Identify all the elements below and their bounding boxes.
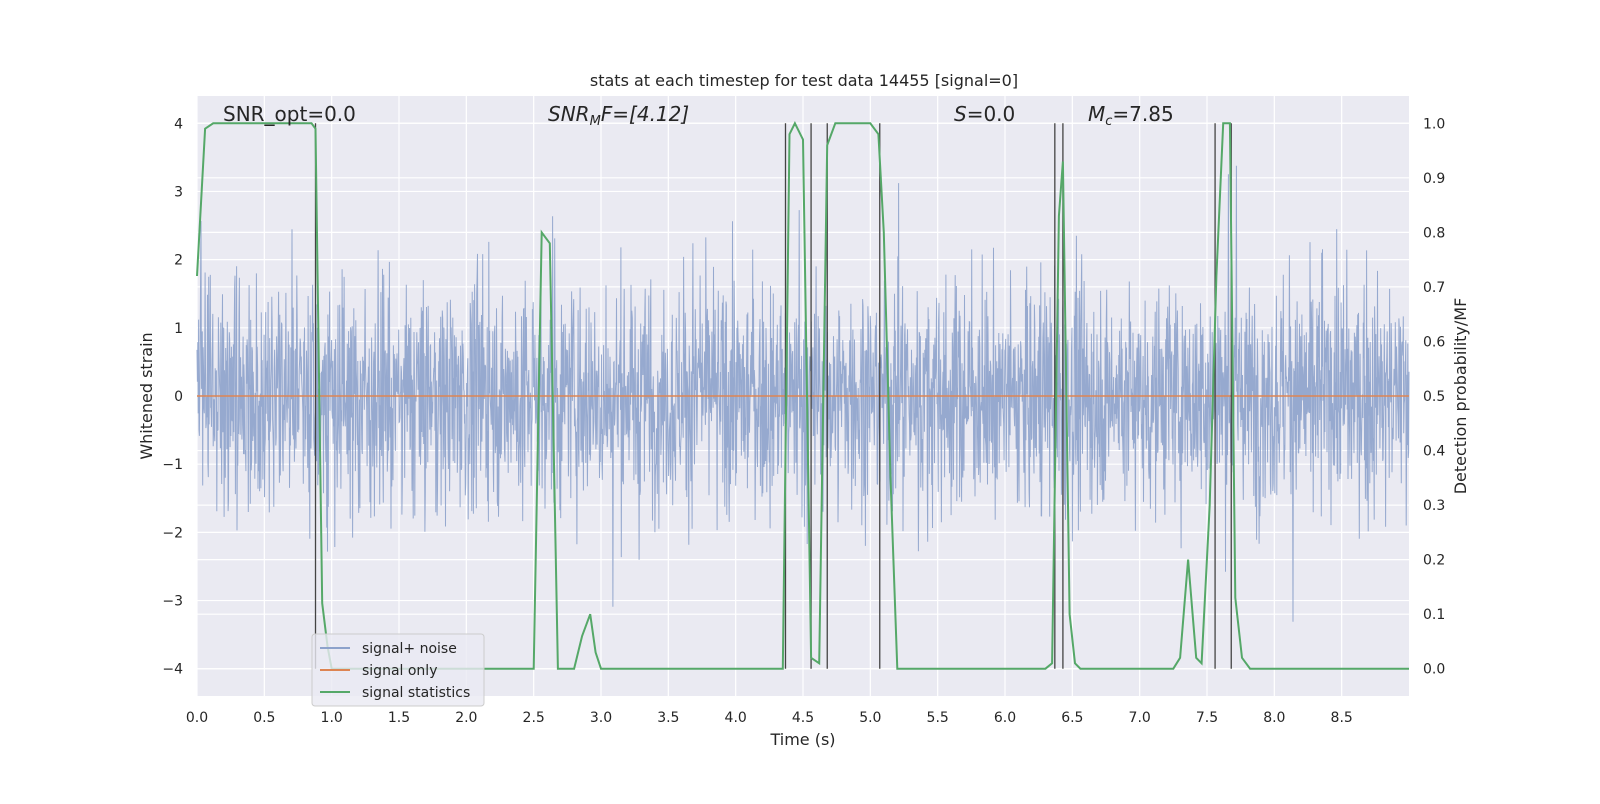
annotation-s-rest: =0.0	[967, 102, 1016, 126]
x-tick-label: 6.5	[1061, 710, 1083, 726]
y-tick-label-right: 0.0	[1423, 662, 1445, 678]
x-ticks: 0.0 0.5 1.0 1.5 2.0 2.5 3.0 3.5 4.0 4.5 5.0 5.5 6.0 6…	[186, 710, 1353, 726]
x-axis-label: Time (s)	[769, 730, 835, 749]
y-tick-label-right: 0.3	[1423, 498, 1445, 514]
y-tick-label: 0	[174, 389, 183, 405]
x-tick-label: 5.5	[927, 710, 949, 726]
x-tick-label: 7.5	[1196, 710, 1218, 726]
y-tick-label: −4	[162, 662, 183, 678]
annotation-snr-mf-rest-f: F=[4.12]	[601, 102, 689, 126]
y-tick-label: −2	[162, 525, 183, 541]
x-tick-label: 8.0	[1263, 710, 1285, 726]
legend-label-stats: signal statistics	[362, 685, 470, 701]
x-tick-label: 1.5	[388, 710, 410, 726]
signal-statistics-line	[196, 121, 1409, 670]
x-tick-label: 3.5	[657, 710, 679, 726]
x-tick-label: 4.0	[725, 710, 747, 726]
annotation-s-base: S	[954, 102, 967, 126]
x-tick-label: 4.5	[792, 710, 814, 726]
noise-trace	[196, 165, 1410, 622]
y-tick-label: 1	[174, 321, 183, 337]
x-tick-label: 0.5	[253, 710, 275, 726]
y-tick-label-right: 0.7	[1423, 280, 1445, 296]
y-tick-label-right: 0.9	[1423, 171, 1445, 187]
x-tick-label: 7.0	[1129, 710, 1151, 726]
x-tick-label: 3.0	[590, 710, 612, 726]
x-tick-label: 0.0	[186, 710, 208, 726]
y-tick-label-right: 0.4	[1423, 444, 1445, 460]
annotation-snr-mf: SNRMF=[4.12]	[548, 102, 689, 129]
y-tick-label-right: 0.2	[1423, 553, 1445, 569]
x-tick-label: 5.0	[859, 710, 881, 726]
y-tick-label: −3	[162, 594, 183, 610]
y-axis-label-left: Whitened strain	[137, 332, 156, 459]
x-tick-label: 2.0	[455, 710, 477, 726]
y-ticks-left: 4 3 2 1 0 −1 −2 −3 −4	[162, 116, 183, 677]
y-tick-label-right: 0.6	[1423, 334, 1445, 350]
y-tick-label-right: 0.1	[1423, 607, 1445, 623]
y-tick-label-right: 1.0	[1423, 116, 1445, 132]
y-tick-label: 2	[174, 253, 183, 269]
legend: signal+ noise signal only signal statist…	[311, 633, 485, 707]
annotation-mc-rest: =7.85	[1112, 102, 1173, 126]
y-tick-label: −1	[162, 457, 183, 473]
chart-title: stats at each timestep for test data 144…	[590, 71, 1018, 90]
x-tick-label: 6.0	[994, 710, 1016, 726]
legend-label-signal: signal only	[362, 663, 437, 679]
annotation-mc-base: M	[1088, 102, 1105, 126]
annotation-snr-opt: SNR_opt=0.0	[223, 102, 356, 126]
noise-series	[196, 165, 1410, 622]
annotation-snr-mf-sub: M	[590, 114, 601, 129]
y-axis-label-right: Detection probability/MF	[1451, 298, 1470, 495]
annotation-snr-mf-base: SNR	[548, 102, 590, 126]
x-tick-label: 2.5	[523, 710, 545, 726]
x-tick-label: 8.5	[1331, 710, 1353, 726]
annotation-s: S=0.0	[954, 102, 1015, 126]
y-tick-label: 4	[174, 116, 183, 132]
y-tick-label-right: 0.8	[1423, 225, 1445, 241]
y-tick-label-right: 0.5	[1423, 389, 1445, 405]
y-ticks-right: 1.0 0.9 0.8 0.7 0.6 0.5 0.4 0.3 0.2 0.1 0.0	[1423, 116, 1445, 677]
annotation-mc: Mc=7.85	[1088, 102, 1174, 129]
legend-box	[311, 633, 485, 707]
x-tick-label: 1.0	[321, 710, 343, 726]
annotation-mc-sub: c	[1105, 114, 1112, 129]
legend-label-noise: signal+ noise	[362, 641, 457, 657]
y-tick-label: 3	[174, 184, 183, 200]
